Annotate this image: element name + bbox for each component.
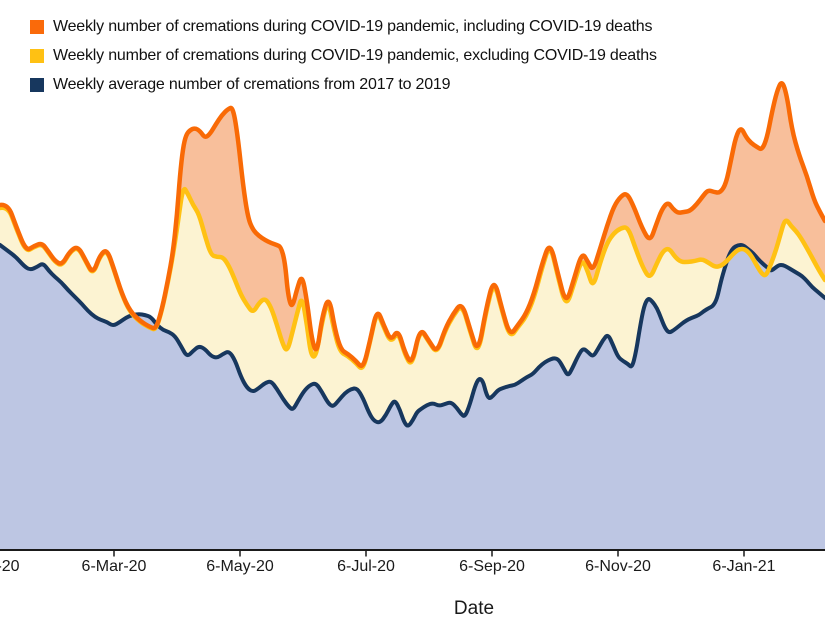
legend-label-average: Weekly average number of cremations from…: [53, 76, 451, 93]
x-tick-label: 6-Sep-20: [459, 558, 525, 575]
legend: Weekly number of cremations during COVID…: [30, 18, 657, 94]
legend-label-excluding: Weekly number of cremations during COVID…: [53, 47, 657, 64]
x-tick-label: 6-Jan-21: [712, 558, 776, 575]
legend-item-excluding: Weekly number of cremations during COVID…: [30, 47, 657, 65]
legend-item-average: Weekly average number of cremations from…: [30, 76, 657, 94]
legend-swatch-including-icon: [30, 20, 44, 34]
x-tick-label: 6-May-20: [206, 558, 274, 575]
legend-swatch-average-icon: [30, 78, 44, 92]
x-tick-label: 6-Nov-20: [585, 558, 651, 575]
legend-swatch-excluding-icon: [30, 49, 44, 63]
x-axis-title: Date: [453, 598, 495, 619]
legend-item-including: Weekly number of cremations during COVID…: [30, 18, 657, 36]
x-tick-label: 6-Mar-20: [81, 558, 147, 575]
x-tick-label: 6-Jul-20: [337, 558, 395, 575]
legend-label-including: Weekly number of cremations during COVID…: [53, 18, 653, 35]
x-axis-tick-labels: 6-Jan-20 6-Mar-20 6-May-20 6-Jul-20 6-Sep-20…: [0, 558, 825, 578]
x-tick-label: 6-Jan-20: [0, 558, 20, 575]
